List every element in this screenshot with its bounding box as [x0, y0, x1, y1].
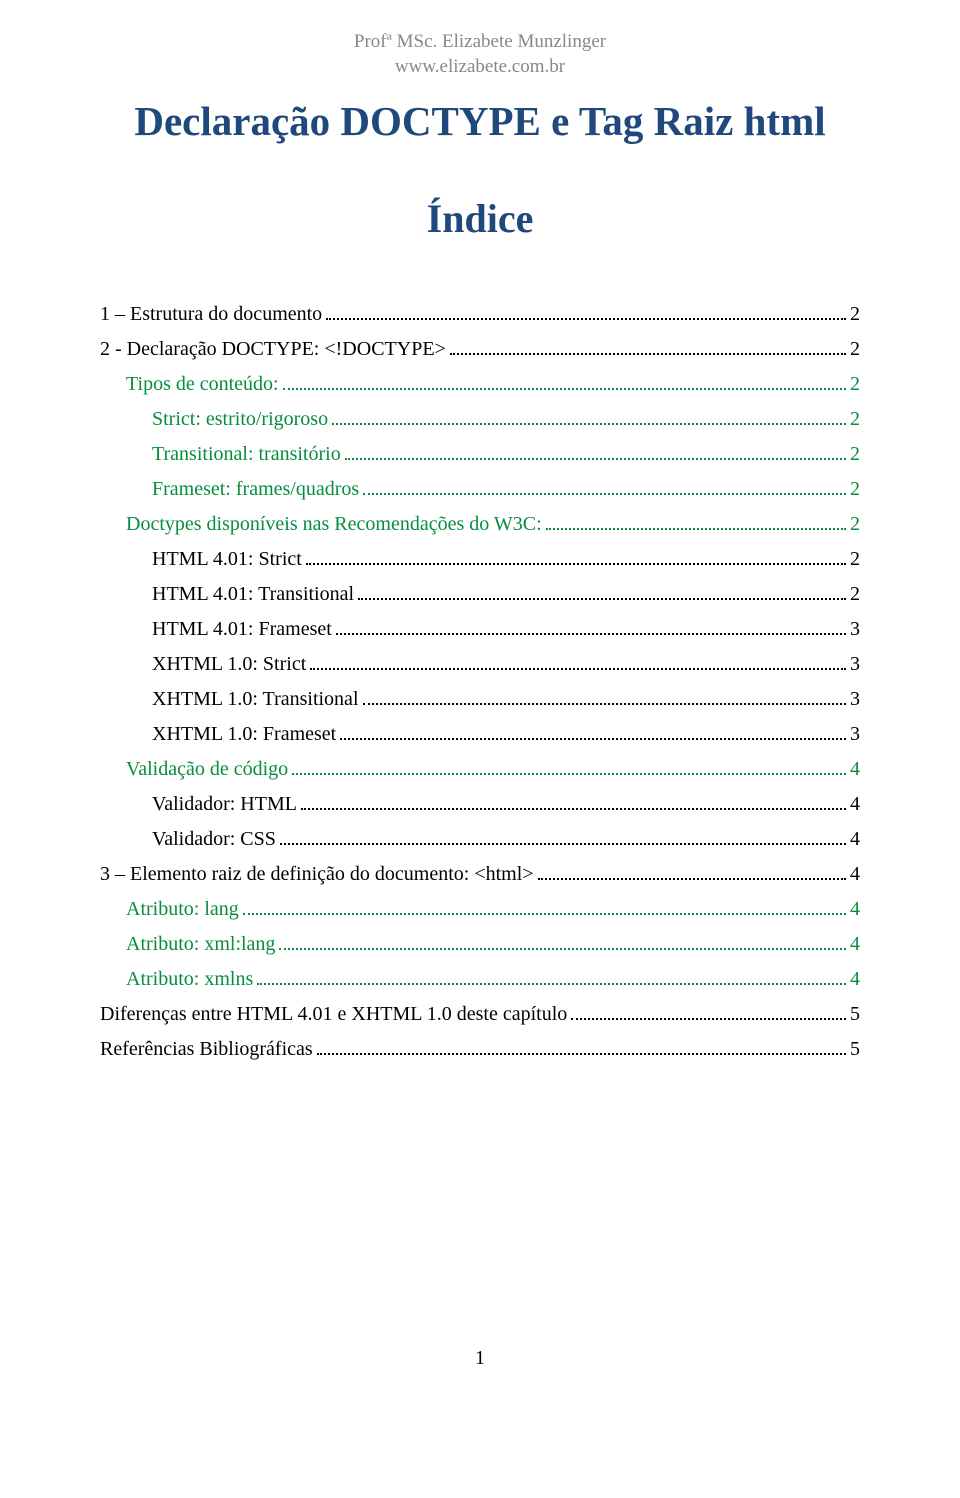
toc-entry-label: Validador: CSS — [152, 822, 276, 857]
toc-entry[interactable]: Referências Bibliográficas 5 — [100, 1032, 860, 1067]
toc-leader — [332, 423, 846, 425]
toc-entry-label: XHTML 1.0: Strict — [152, 647, 306, 682]
toc-entry-page: 2 — [850, 367, 860, 402]
toc-leader — [280, 843, 846, 845]
toc-entry-page: 4 — [850, 787, 860, 822]
toc-entry[interactable]: Tipos de conteúdo: 2 — [100, 367, 860, 402]
toc-entry[interactable]: 3 – Elemento raiz de definição do docume… — [100, 857, 860, 892]
toc-leader — [306, 563, 846, 565]
toc-entry-label: Referências Bibliográficas — [100, 1032, 313, 1067]
toc-entry[interactable]: Atributo: lang 4 — [100, 892, 860, 927]
toc-entry-page: 2 — [850, 577, 860, 612]
toc-entry-page: 3 — [850, 682, 860, 717]
toc-entry-page: 5 — [850, 997, 860, 1032]
page-header: Profª MSc. Elizabete Munzlinger www.eliz… — [100, 30, 860, 79]
toc-entry[interactable]: Frameset: frames/quadros 2 — [100, 472, 860, 507]
toc-entry[interactable]: HTML 4.01: Strict 2 — [100, 542, 860, 577]
toc-leader — [243, 913, 846, 915]
toc-entry[interactable]: HTML 4.01: Frameset 3 — [100, 612, 860, 647]
toc-entry-label: HTML 4.01: Transitional — [152, 577, 354, 612]
toc-entry-page: 2 — [850, 402, 860, 437]
toc-leader — [340, 738, 846, 740]
toc-entry-label: 1 – Estrutura do documento — [100, 297, 322, 332]
toc-entry-label: Validador: HTML — [152, 787, 297, 822]
toc-entry[interactable]: Doctypes disponíveis nas Recomendações d… — [100, 507, 860, 542]
header-author: Profª MSc. Elizabete Munzlinger — [100, 30, 860, 55]
toc-leader — [450, 353, 846, 355]
toc-entry-page: 2 — [850, 297, 860, 332]
header-url: www.elizabete.com.br — [100, 55, 860, 80]
toc-leader — [257, 983, 846, 985]
toc-entry[interactable]: XHTML 1.0: Frameset 3 — [100, 717, 860, 752]
toc-entry-label: Atributo: lang — [126, 892, 239, 927]
toc-entry[interactable]: Validador: CSS 4 — [100, 822, 860, 857]
toc-entry-label: Atributo: xmlns — [126, 962, 253, 997]
toc-entry-page: 2 — [850, 472, 860, 507]
toc-leader — [310, 668, 846, 670]
toc-entry[interactable]: Strict: estrito/rigoroso 2 — [100, 402, 860, 437]
toc-entry-page: 2 — [850, 507, 860, 542]
toc-entry-page: 5 — [850, 1032, 860, 1067]
toc-entry[interactable]: Validador: HTML 4 — [100, 787, 860, 822]
toc-entry-label: Strict: estrito/rigoroso — [152, 402, 328, 437]
toc-leader — [292, 773, 846, 775]
toc-entry-label: 2 - Declaração DOCTYPE: <!DOCTYPE> — [100, 332, 446, 367]
table-of-contents: 1 – Estrutura do documento22 - Declaraçã… — [100, 297, 860, 1067]
toc-entry-label: HTML 4.01: Strict — [152, 542, 302, 577]
toc-entry-page: 2 — [850, 542, 860, 577]
toc-entry[interactable]: XHTML 1.0: Transitional 3 — [100, 682, 860, 717]
document-title: Declaração DOCTYPE e Tag Raiz html — [100, 97, 860, 145]
toc-entry-label: XHTML 1.0: Transitional — [152, 682, 359, 717]
toc-leader — [571, 1018, 846, 1020]
toc-leader — [283, 388, 846, 390]
toc-entry[interactable]: 1 – Estrutura do documento 2 — [100, 297, 860, 332]
toc-entry-page: 4 — [850, 962, 860, 997]
toc-entry-label: Doctypes disponíveis nas Recomendações d… — [126, 507, 542, 542]
toc-entry-page: 2 — [850, 437, 860, 472]
toc-entry-label: Diferenças entre HTML 4.01 e XHTML 1.0 d… — [100, 997, 567, 1032]
toc-leader — [363, 703, 847, 705]
toc-leader — [358, 598, 846, 600]
toc-entry-label: XHTML 1.0: Frameset — [152, 717, 336, 752]
toc-entry[interactable]: Atributo: xmlns 4 — [100, 962, 860, 997]
toc-entry-page: 4 — [850, 927, 860, 962]
toc-entry-page: 3 — [850, 647, 860, 682]
toc-entry[interactable]: 2 - Declaração DOCTYPE: <!DOCTYPE> 2 — [100, 332, 860, 367]
toc-entry[interactable]: Diferenças entre HTML 4.01 e XHTML 1.0 d… — [100, 997, 860, 1032]
toc-entry-page: 4 — [850, 892, 860, 927]
toc-leader — [363, 493, 846, 495]
index-heading: Índice — [100, 195, 860, 242]
toc-entry-label: Transitional: transitório — [152, 437, 341, 472]
toc-entry-page: 4 — [850, 752, 860, 787]
toc-leader — [301, 808, 846, 810]
page-number: 1 — [100, 1347, 860, 1370]
toc-leader — [345, 458, 846, 460]
toc-entry-label: Tipos de conteúdo: — [126, 367, 279, 402]
toc-leader — [336, 633, 846, 635]
toc-leader — [279, 948, 846, 950]
toc-entry-page: 3 — [850, 612, 860, 647]
toc-entry-page: 2 — [850, 332, 860, 367]
toc-entry[interactable]: Transitional: transitório 2 — [100, 437, 860, 472]
toc-leader — [317, 1053, 846, 1055]
toc-leader — [538, 878, 846, 880]
toc-leader — [546, 528, 846, 530]
toc-entry-page: 3 — [850, 717, 860, 752]
toc-entry-label: HTML 4.01: Frameset — [152, 612, 332, 647]
toc-entry[interactable]: HTML 4.01: Transitional 2 — [100, 577, 860, 612]
toc-entry[interactable]: XHTML 1.0: Strict 3 — [100, 647, 860, 682]
toc-entry-label: 3 – Elemento raiz de definição do docume… — [100, 857, 534, 892]
toc-leader — [326, 318, 846, 320]
toc-entry-label: Atributo: xml:lang — [126, 927, 275, 962]
toc-entry-label: Validação de código — [126, 752, 288, 787]
toc-entry-label: Frameset: frames/quadros — [152, 472, 359, 507]
toc-entry[interactable]: Validação de código 4 — [100, 752, 860, 787]
toc-entry-page: 4 — [850, 822, 860, 857]
toc-entry-page: 4 — [850, 857, 860, 892]
toc-entry[interactable]: Atributo: xml:lang 4 — [100, 927, 860, 962]
